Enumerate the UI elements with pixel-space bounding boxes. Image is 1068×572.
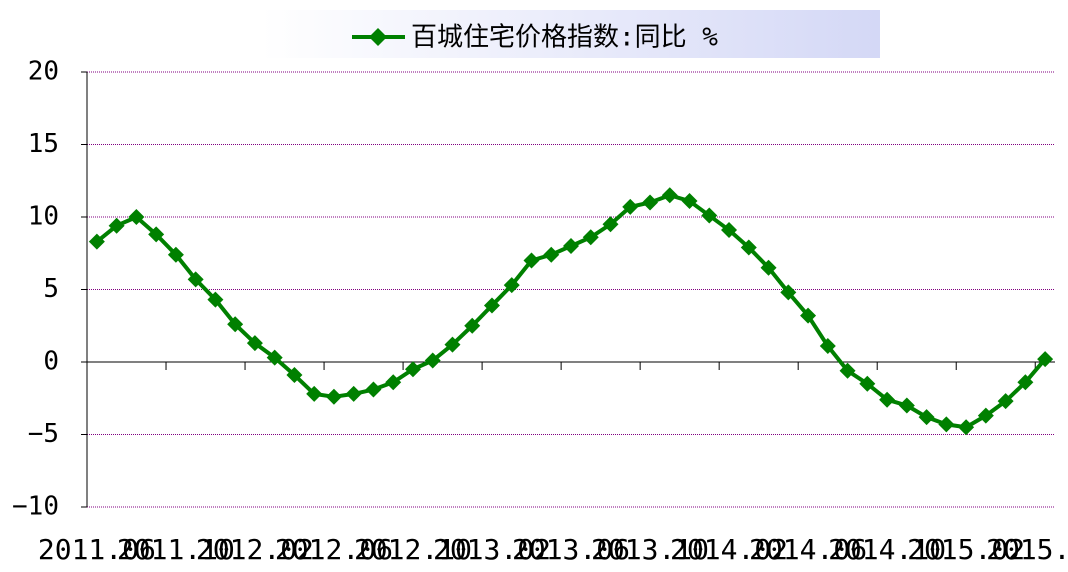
- point-marker: [622, 198, 639, 215]
- series-line: [95, 193, 1047, 430]
- y-tick-label: 20: [28, 57, 59, 87]
- point-marker: [128, 209, 145, 225]
- point-marker: [701, 207, 718, 224]
- point-marker: [246, 335, 263, 352]
- x-tick-label: 2013.06: [512, 533, 630, 566]
- point-marker: [227, 316, 244, 333]
- point-marker: [345, 385, 362, 402]
- point-marker: [325, 388, 342, 405]
- point-marker: [483, 297, 500, 314]
- point-marker: [602, 216, 619, 233]
- y-tick-label: −10: [12, 492, 59, 522]
- point-marker: [266, 349, 283, 366]
- point-marker: [661, 187, 678, 204]
- point-marker: [582, 229, 599, 246]
- legend-label: 百城住宅价格指数:同比 %: [411, 23, 718, 53]
- point-marker: [464, 317, 481, 334]
- point-marker: [523, 252, 540, 269]
- legend-box: [262, 10, 880, 58]
- x-tick-label: 2015.06: [986, 533, 1068, 566]
- point-marker: [918, 409, 935, 426]
- point-marker: [207, 291, 224, 308]
- point-marker: [997, 393, 1014, 410]
- point-marker: [167, 246, 184, 263]
- point-marker: [898, 397, 915, 414]
- point-marker: [642, 194, 659, 211]
- point-marker: [444, 336, 461, 353]
- point-marker: [503, 277, 520, 294]
- x-tick-label: 2015.02: [907, 533, 1025, 566]
- x-tick-label: 2014.06: [749, 533, 867, 566]
- point-marker: [958, 419, 975, 436]
- point-marker: [404, 361, 421, 378]
- point-marker: [424, 352, 441, 369]
- y-tick-label: 10: [28, 202, 59, 232]
- point-marker: [563, 238, 579, 254]
- point-marker: [1037, 351, 1054, 368]
- x-tick-label: 2014.02: [670, 533, 788, 566]
- y-tick-label: 0: [43, 347, 59, 377]
- x-tick-label: 2012.10: [354, 533, 472, 566]
- x-tick-label: 2011.06: [38, 533, 156, 566]
- point-marker: [859, 375, 876, 392]
- x-tick-label: 2012.02: [196, 533, 314, 566]
- x-tick-label: 2013.02: [433, 533, 551, 566]
- point-marker: [286, 367, 303, 384]
- legend-swatch-marker: [369, 28, 387, 46]
- y-tick-label: 15: [28, 129, 59, 159]
- y-tick-label: 5: [43, 274, 59, 304]
- point-marker: [800, 307, 817, 324]
- point-marker: [938, 416, 955, 433]
- x-tick-label: 2014.10: [828, 533, 946, 566]
- point-marker: [88, 233, 105, 250]
- point-marker: [740, 239, 757, 256]
- point-marker: [306, 385, 323, 402]
- point-marker: [839, 362, 856, 379]
- point-marker: [760, 259, 777, 276]
- point-marker: [1017, 374, 1034, 391]
- point-marker: [780, 284, 797, 301]
- point-marker: [385, 374, 402, 391]
- point-marker: [187, 271, 204, 288]
- y-tick-label: −5: [28, 419, 59, 449]
- x-tick-label: 2013.10: [591, 533, 709, 566]
- point-marker: [148, 226, 165, 243]
- point-marker: [879, 391, 896, 408]
- point-marker: [819, 338, 836, 355]
- point-marker: [543, 246, 560, 263]
- point-marker: [681, 193, 698, 210]
- x-tick-label: 2011.10: [117, 533, 235, 566]
- x-tick-label: 2012.06: [275, 533, 393, 566]
- point-marker: [721, 222, 738, 239]
- point-marker: [108, 217, 125, 234]
- point-marker: [977, 407, 994, 424]
- point-marker: [365, 381, 382, 398]
